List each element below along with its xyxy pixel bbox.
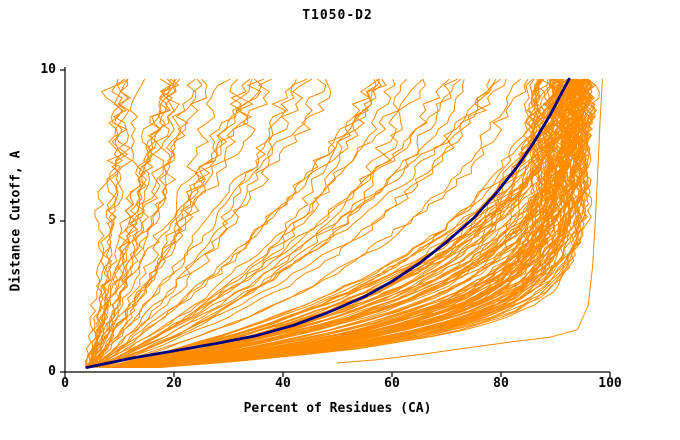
model-curve bbox=[143, 79, 594, 368]
model-curve bbox=[113, 78, 569, 368]
model-curve bbox=[106, 78, 586, 368]
model-curve bbox=[91, 78, 146, 368]
low-rmsd-model-curve bbox=[337, 78, 603, 364]
model-curve bbox=[106, 78, 529, 368]
model-curve bbox=[132, 78, 587, 368]
model-curve bbox=[90, 78, 129, 368]
x-tick-label-40: 40 bbox=[275, 376, 291, 391]
model-curve bbox=[95, 78, 450, 368]
model-curve bbox=[125, 79, 580, 368]
model-curve bbox=[85, 78, 123, 368]
model-curve bbox=[87, 78, 231, 368]
model-curve bbox=[91, 78, 272, 368]
y-tick-label-10: 10 bbox=[40, 62, 56, 77]
model-curve bbox=[140, 78, 597, 368]
model-curve bbox=[90, 78, 381, 368]
highlighted-model-curve bbox=[85, 77, 571, 369]
model-curve bbox=[88, 78, 176, 368]
model-curve bbox=[91, 79, 132, 368]
model-curve bbox=[98, 78, 387, 368]
model-curve bbox=[101, 78, 491, 368]
model-curve bbox=[93, 78, 408, 368]
model-curve bbox=[134, 78, 582, 368]
model-curve bbox=[113, 78, 576, 368]
model-curve bbox=[114, 79, 571, 368]
model-curve bbox=[86, 78, 129, 368]
x-tick-label-100: 100 bbox=[598, 376, 622, 391]
model-curve bbox=[117, 78, 585, 368]
model-curve bbox=[101, 78, 522, 368]
model-curve bbox=[87, 78, 251, 368]
model-curve bbox=[92, 78, 243, 368]
model-curve bbox=[141, 79, 578, 368]
model-curve bbox=[94, 78, 497, 368]
model-curve bbox=[96, 78, 426, 368]
model-curve bbox=[137, 78, 583, 368]
model-curve bbox=[155, 78, 591, 368]
model-curve bbox=[99, 78, 501, 368]
model-curve bbox=[103, 78, 507, 368]
x-tick-label-60: 60 bbox=[384, 376, 400, 391]
model-curve bbox=[138, 78, 553, 368]
model-curve bbox=[111, 78, 546, 368]
model-curve bbox=[102, 78, 465, 368]
model-curve bbox=[153, 78, 567, 368]
model-curve bbox=[133, 78, 591, 368]
model-curve bbox=[92, 78, 180, 368]
model-curve bbox=[100, 78, 459, 368]
model-curve bbox=[113, 78, 578, 368]
model-curve bbox=[94, 78, 379, 368]
model-curve bbox=[144, 78, 575, 368]
model-curve bbox=[92, 78, 133, 368]
model-curve bbox=[95, 78, 396, 368]
model-curve bbox=[137, 78, 564, 368]
x-tick-label-80: 80 bbox=[493, 376, 509, 391]
model-curve bbox=[88, 78, 308, 368]
model-curve bbox=[121, 78, 544, 368]
model-curve bbox=[93, 78, 263, 368]
model-curve bbox=[113, 79, 573, 368]
model-curve bbox=[94, 78, 327, 368]
model-curve bbox=[116, 78, 588, 368]
x-tick-label-0: 0 bbox=[61, 376, 69, 391]
model-curve bbox=[109, 78, 572, 368]
chart-title: T1050-D2 bbox=[302, 8, 373, 23]
y-tick-label-0: 0 bbox=[48, 364, 56, 379]
model-curve bbox=[88, 78, 203, 368]
model-curve bbox=[132, 78, 558, 368]
model-curve bbox=[143, 78, 565, 368]
model-curve bbox=[141, 78, 577, 368]
model-curve bbox=[96, 78, 332, 368]
x-axis-label: Percent of Residues (CA) bbox=[243, 401, 432, 416]
model-curve bbox=[125, 79, 576, 368]
x-tick-label-20: 20 bbox=[166, 376, 182, 391]
y-tick-label-5: 5 bbox=[48, 213, 56, 228]
